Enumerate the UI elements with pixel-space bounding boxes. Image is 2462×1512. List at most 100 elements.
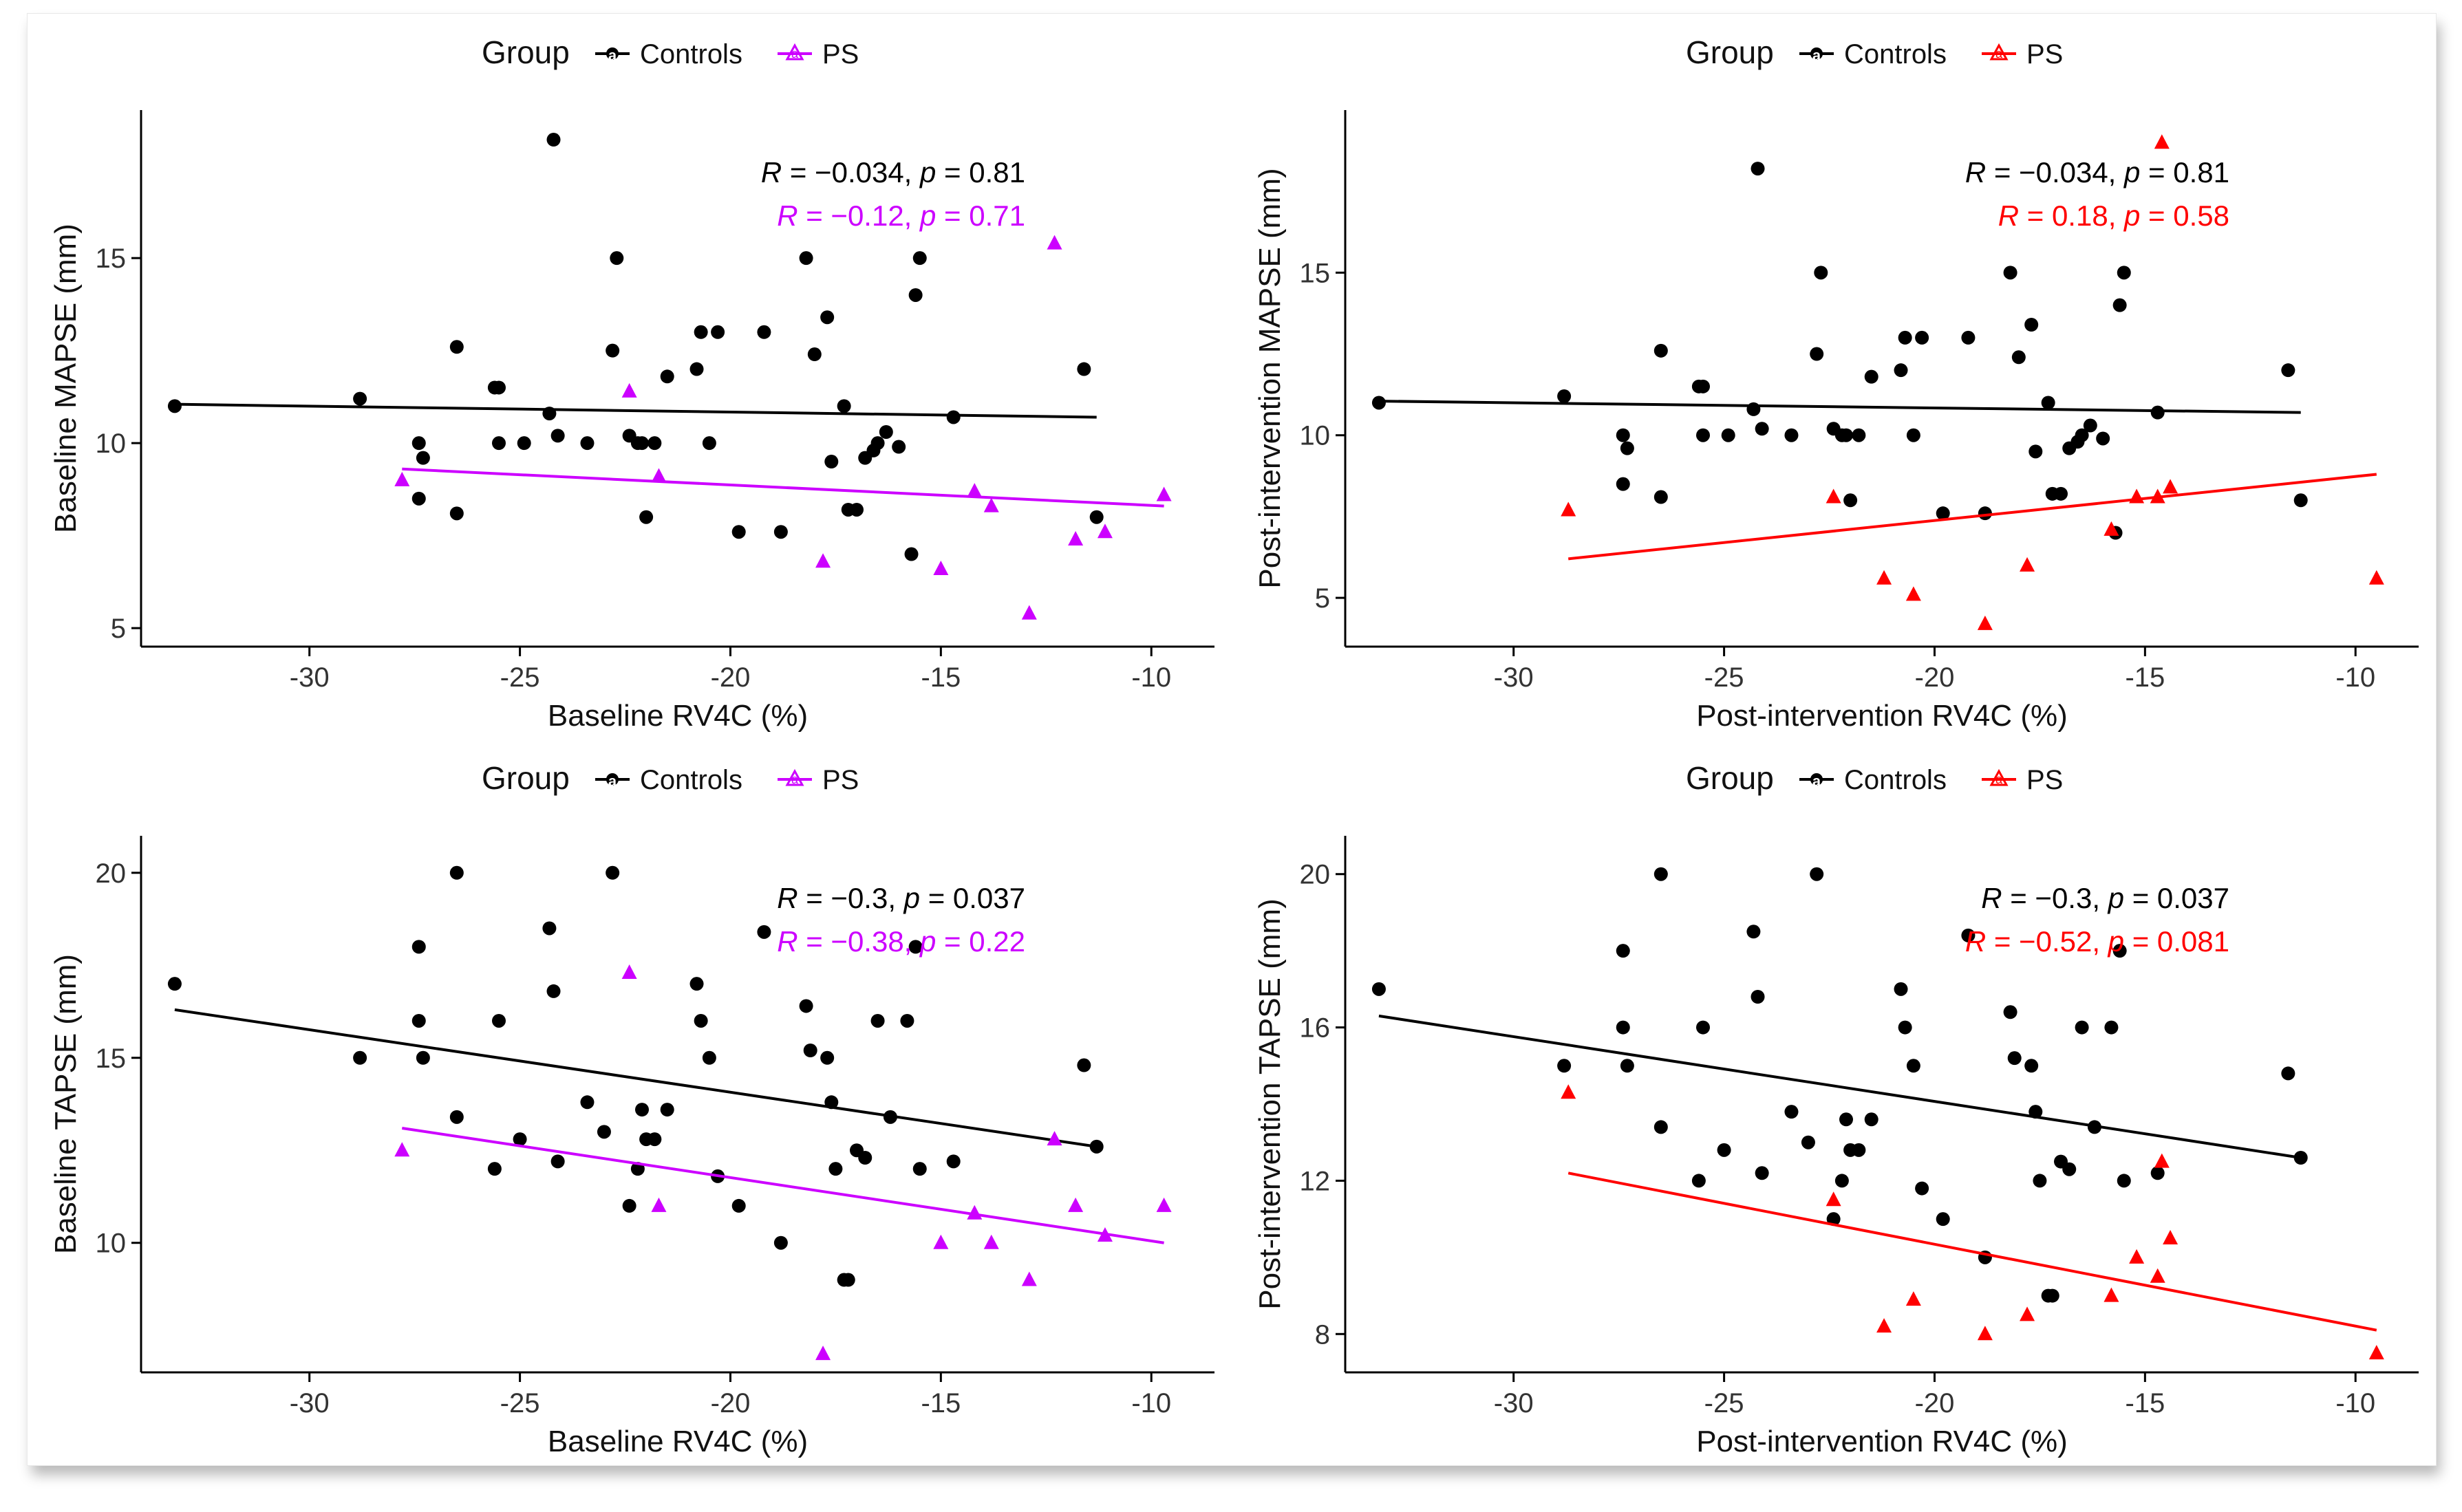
point-ps bbox=[2368, 570, 2384, 585]
point-ps bbox=[651, 468, 667, 483]
point-controls bbox=[1814, 266, 1828, 280]
point-controls bbox=[449, 865, 464, 880]
point-ps bbox=[2104, 1287, 2119, 1302]
regression-line-ps bbox=[401, 1126, 1164, 1244]
point-controls bbox=[731, 1198, 746, 1213]
point-ps bbox=[1977, 1326, 1993, 1341]
regression-line-controls bbox=[1378, 400, 2301, 414]
point-controls bbox=[2096, 431, 2110, 446]
point-controls bbox=[2003, 1005, 2017, 1019]
x-tick-label: -20 bbox=[1915, 662, 1955, 693]
point-ps bbox=[1068, 1197, 1084, 1212]
legend-label-ps: PS bbox=[2026, 39, 2063, 69]
point-ps bbox=[1156, 1197, 1172, 1212]
point-ps bbox=[621, 382, 637, 398]
legend-key-a-ps: a bbox=[1995, 773, 2003, 786]
point-controls bbox=[1620, 441, 1634, 455]
point-controls bbox=[1864, 1112, 1878, 1127]
point-controls bbox=[1616, 1020, 1630, 1035]
point-controls bbox=[912, 251, 927, 266]
point-controls bbox=[2150, 405, 2165, 420]
stat-value: = 0.037 bbox=[2124, 882, 2229, 914]
point-ps bbox=[2129, 488, 2145, 504]
series-ps bbox=[1561, 1084, 2384, 1360]
panel-post-mapse: Group a Controls a PS -30 -25 -20 -15 -10 5 10 15 Pos… bbox=[1232, 14, 2436, 739]
stat-annotation-ps: R = 0.18, p = 0.58 bbox=[1998, 199, 2229, 232]
x-tick-label: -15 bbox=[2125, 1388, 2165, 1418]
stat-symbol: p bbox=[919, 925, 936, 958]
series-ps bbox=[1561, 134, 2384, 630]
point-controls bbox=[883, 1110, 897, 1124]
x-axis-title: Baseline RV4C (%) bbox=[548, 1425, 808, 1458]
point-controls bbox=[2112, 298, 2127, 312]
legend-key-a-ps: a bbox=[1995, 47, 2003, 61]
point-controls bbox=[2293, 1151, 2308, 1165]
x-tick-label: -30 bbox=[1494, 1388, 1534, 1418]
point-ps bbox=[1561, 1084, 1576, 1099]
point-controls bbox=[1784, 428, 1799, 442]
x-tick-label: -15 bbox=[921, 662, 961, 693]
point-controls bbox=[1834, 1174, 1849, 1188]
plot-post-mapse: Group a Controls a PS -30 -25 -20 -15 -10 5 10 15 Pos… bbox=[1253, 34, 2419, 733]
legend-title: Group bbox=[1686, 34, 1774, 70]
stat-value: = 0.58 bbox=[2140, 199, 2229, 232]
point-controls bbox=[1864, 369, 1878, 384]
point-controls bbox=[904, 547, 919, 561]
point-ps bbox=[1097, 523, 1113, 539]
panel-post-tapse: Group a Controls a PS -30 -25 -20 -15 -10 8 12 16 20 P… bbox=[1232, 739, 2436, 1465]
stat-value: = 0.18, bbox=[2019, 199, 2124, 232]
point-controls bbox=[1915, 330, 1929, 345]
y-axis-title: Baseline MAPSE (mm) bbox=[49, 224, 83, 533]
y-tick-label: 20 bbox=[96, 858, 127, 889]
point-controls bbox=[773, 1235, 788, 1250]
point-controls bbox=[1898, 330, 1912, 345]
series-controls bbox=[167, 133, 1104, 561]
point-controls bbox=[2029, 444, 2043, 459]
point-controls bbox=[1696, 379, 1710, 393]
point-controls bbox=[946, 410, 961, 424]
point-ps bbox=[815, 553, 831, 568]
point-controls bbox=[1616, 944, 1630, 958]
stat-annotation-ps: R = −0.38, p = 0.22 bbox=[777, 925, 1025, 958]
legend-label-ps: PS bbox=[822, 39, 859, 69]
y-tick-label: 20 bbox=[1300, 860, 1331, 890]
correlation-annotations: R = −0.034, p = 0.81R = −0.12, p = 0.71 bbox=[761, 156, 1025, 232]
point-controls bbox=[837, 399, 851, 413]
point-controls bbox=[2112, 944, 2127, 958]
point-ps bbox=[1876, 570, 1892, 585]
correlation-annotations: R = −0.034, p = 0.81R = 0.18, p = 0.58 bbox=[1965, 156, 2229, 232]
point-controls bbox=[1371, 396, 1386, 410]
point-controls bbox=[900, 1013, 914, 1028]
point-controls bbox=[597, 1125, 611, 1139]
point-controls bbox=[1755, 422, 1769, 436]
legend-label-controls: Controls bbox=[1844, 39, 1947, 69]
point-ps bbox=[1047, 1131, 1062, 1146]
point-controls bbox=[411, 491, 426, 506]
y-tick-label: 15 bbox=[96, 1044, 127, 1074]
point-ps bbox=[933, 561, 949, 576]
point-controls bbox=[411, 940, 426, 954]
point-ps bbox=[2150, 488, 2165, 504]
point-controls bbox=[773, 525, 788, 539]
y-tick-label: 10 bbox=[96, 1229, 127, 1259]
point-controls bbox=[799, 999, 813, 1013]
stat-annotation-ps: R = −0.52, p = 0.081 bbox=[1965, 925, 2229, 958]
series-controls bbox=[167, 865, 1104, 1287]
point-controls bbox=[820, 310, 835, 325]
point-controls bbox=[550, 1154, 565, 1169]
legend: Group a Controls a PS bbox=[482, 34, 859, 70]
x-tick-label: -10 bbox=[2335, 1388, 2375, 1418]
legend-label-ps: PS bbox=[822, 765, 859, 795]
plot-post-tapse: Group a Controls a PS -30 -25 -20 -15 -10 8 12 16 20 P… bbox=[1253, 760, 2419, 1458]
point-ps bbox=[651, 1197, 667, 1212]
point-controls bbox=[2041, 396, 2055, 410]
point-controls bbox=[2083, 418, 2097, 433]
point-ps bbox=[933, 1234, 949, 1249]
point-controls bbox=[870, 436, 885, 451]
point-controls bbox=[1894, 982, 1908, 996]
point-ps bbox=[2129, 1249, 2145, 1264]
point-controls bbox=[2024, 318, 2039, 332]
legend-key-a-controls: a bbox=[1812, 47, 1821, 64]
legend-key-marker-ps bbox=[1989, 768, 2009, 786]
